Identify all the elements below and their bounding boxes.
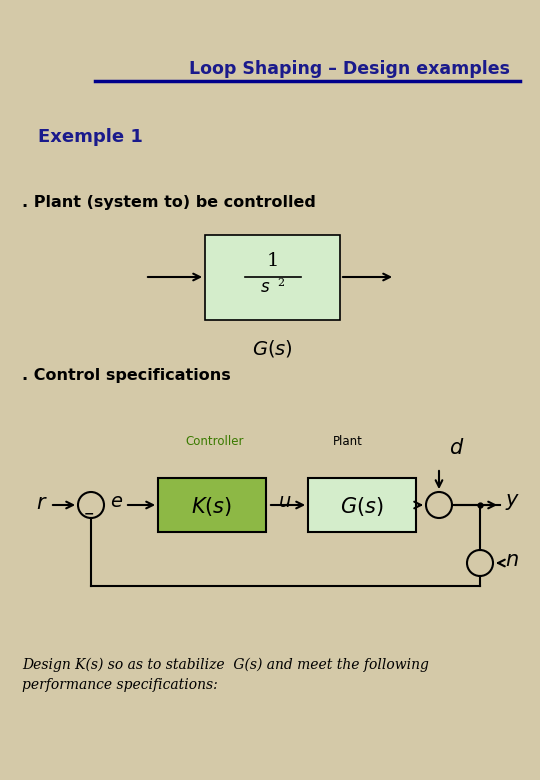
FancyBboxPatch shape <box>308 478 416 532</box>
Text: Plant: Plant <box>333 435 363 448</box>
Text: . Control specifications: . Control specifications <box>22 368 231 383</box>
Text: $u$: $u$ <box>278 493 292 511</box>
Text: $G(s)$: $G(s)$ <box>340 495 384 519</box>
Text: $y$: $y$ <box>505 492 520 512</box>
Text: $s$: $s$ <box>260 279 271 296</box>
Text: performance specifications:: performance specifications: <box>22 678 218 692</box>
Text: $n$: $n$ <box>505 550 519 570</box>
Text: $r$: $r$ <box>36 493 48 513</box>
Text: Design K(s) so as to stabilize  G(s) and meet the following: Design K(s) so as to stabilize G(s) and … <box>22 658 429 672</box>
Text: $d$: $d$ <box>449 438 464 458</box>
Text: $G(s)$: $G(s)$ <box>252 338 293 359</box>
Text: Exemple 1: Exemple 1 <box>38 128 143 146</box>
Text: −: − <box>84 508 94 520</box>
Text: Controller: Controller <box>186 435 244 448</box>
FancyBboxPatch shape <box>205 235 340 320</box>
Text: $e$: $e$ <box>111 493 124 511</box>
Text: 1: 1 <box>266 251 279 270</box>
FancyBboxPatch shape <box>158 478 266 532</box>
Text: 2: 2 <box>277 278 284 288</box>
Text: $K(s)$: $K(s)$ <box>192 495 233 519</box>
Text: Loop Shaping – Design examples: Loop Shaping – Design examples <box>189 60 510 78</box>
Text: . Plant (system to) be controlled: . Plant (system to) be controlled <box>22 195 316 210</box>
